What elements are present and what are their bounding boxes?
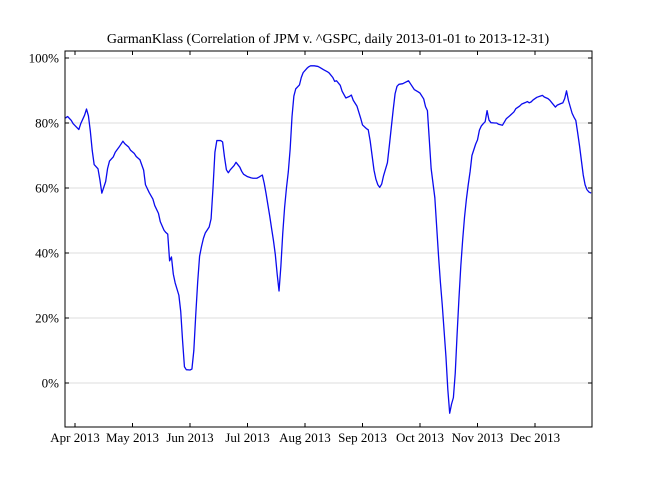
y-tick-label: 80% bbox=[35, 116, 59, 131]
x-tick-label: Nov 2013 bbox=[452, 430, 504, 445]
x-tick-label: Apr 2013 bbox=[50, 430, 99, 445]
x-tick-label: May 2013 bbox=[106, 430, 159, 445]
chart-title: GarmanKlass (Correlation of JPM v. ^GSPC… bbox=[107, 32, 550, 47]
x-tick-label: Aug 2013 bbox=[279, 430, 331, 445]
x-tick-label: Dec 2013 bbox=[510, 430, 560, 445]
x-tick-label: Oct 2013 bbox=[396, 430, 444, 445]
axis-ticks bbox=[65, 51, 592, 427]
y-tick-label: 20% bbox=[35, 311, 59, 326]
y-tick-label: 40% bbox=[35, 246, 59, 261]
y-tick-label: 100% bbox=[29, 51, 60, 66]
x-axis-labels: Apr 2013 May 2013 Jun 2013 Jul 2013 Aug 2013… bbox=[50, 430, 560, 445]
x-tick-label: Jun 2013 bbox=[166, 430, 213, 445]
series-group bbox=[65, 65, 592, 414]
y-tick-label: 0% bbox=[42, 376, 60, 391]
plot-border bbox=[64, 50, 593, 428]
x-tick-label: Jul 2013 bbox=[225, 430, 269, 445]
x-tick-label: Sep 2013 bbox=[338, 430, 387, 445]
series-line-jpm-gspc-correlation bbox=[65, 65, 592, 414]
y-tick-label: 60% bbox=[35, 181, 59, 196]
gridlines bbox=[65, 57, 592, 384]
y-axis-labels: 0% 20% 40% 60% 80% 100% bbox=[29, 51, 60, 391]
